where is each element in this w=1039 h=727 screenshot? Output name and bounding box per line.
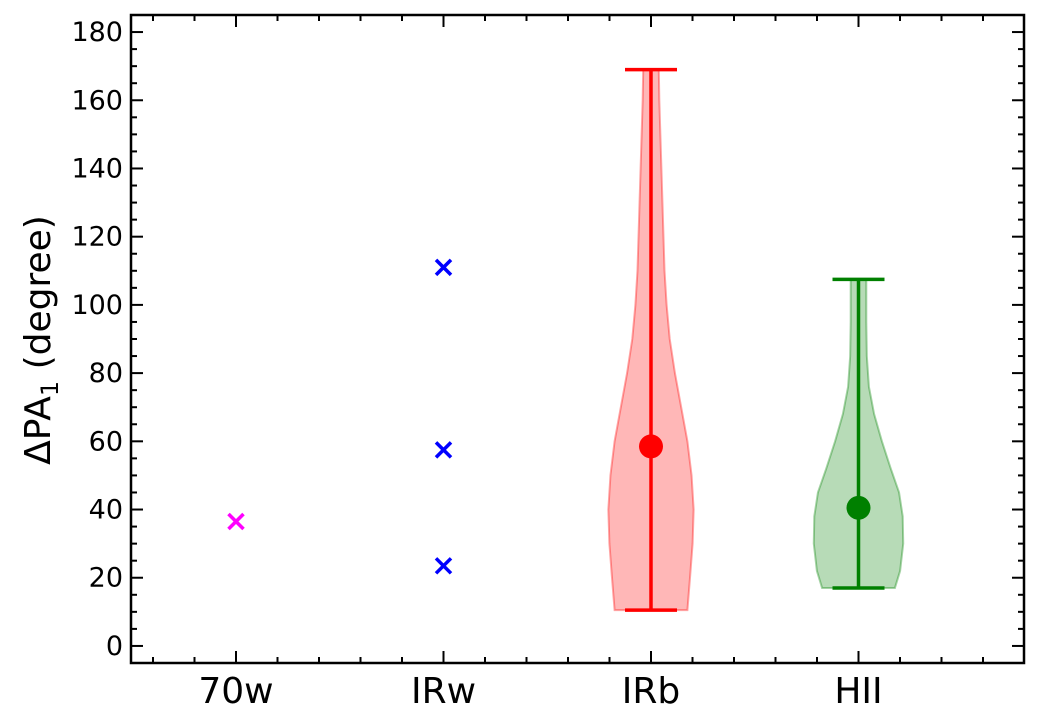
y-axis-title: ΔPA1 (degree) [18, 215, 64, 465]
point-marker-IRw-2 [434, 557, 453, 575]
y-tick-label: 160 [71, 85, 123, 116]
point-marker-IRw-1 [434, 441, 453, 459]
violin-median-HII [846, 495, 871, 520]
x-tick-label: IRw [411, 671, 476, 712]
y-tick-label: 40 [89, 495, 123, 526]
y-tick-label: 140 [71, 153, 123, 184]
x-tick-label: IRb [622, 671, 680, 712]
point-marker-stroke [434, 441, 453, 459]
point-marker-stroke [434, 557, 453, 575]
x-tick-label: HII [834, 671, 882, 712]
y-tick-label: 100 [71, 290, 123, 321]
point-marker-70w-0 [227, 512, 245, 531]
y-tick-label: 180 [71, 17, 123, 48]
y-tick-label: 60 [89, 426, 123, 457]
point-marker-stroke [227, 512, 245, 531]
x-tick-label: 70w [198, 671, 273, 712]
point-marker-stroke [434, 258, 453, 277]
violin-median-IRb [639, 434, 663, 459]
y-tick-label: 0 [106, 631, 123, 662]
y-tick-label: 80 [89, 358, 123, 389]
y-axis-title-unit: (degree) [18, 215, 59, 381]
plot-area [227, 67, 905, 612]
y-axis-title-main: ΔPA [18, 396, 59, 465]
y-axis-title-subscript: 1 [36, 381, 64, 396]
axes: 0 20 40 60 80 100 120 140 160 180 70w IRw IRb HII [71, 13, 1026, 712]
y-tick-label: 20 [89, 563, 123, 594]
point-marker-IRw-0 [434, 258, 453, 277]
y-tick-label: 120 [71, 222, 123, 253]
